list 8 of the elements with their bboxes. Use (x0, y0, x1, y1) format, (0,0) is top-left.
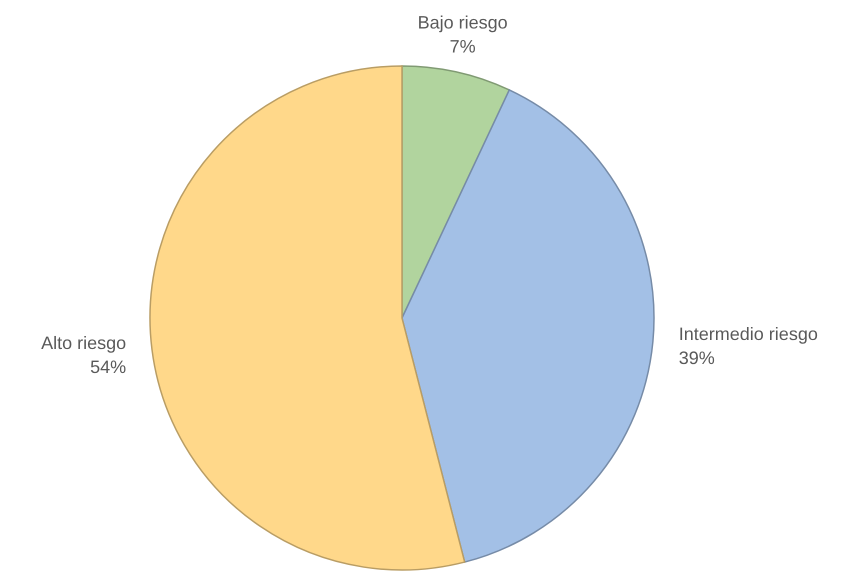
data-label: 54% (90, 356, 126, 377)
slice-label: Alto riesgo (41, 332, 126, 353)
slice-label: Bajo riesgo (418, 12, 508, 33)
data-label: 39% (678, 348, 715, 368)
pie-slice (401, 89, 655, 563)
data-label: 7% (450, 36, 476, 57)
slice-label: Intermedio riesgo (678, 324, 818, 344)
pie-slice (150, 65, 466, 571)
